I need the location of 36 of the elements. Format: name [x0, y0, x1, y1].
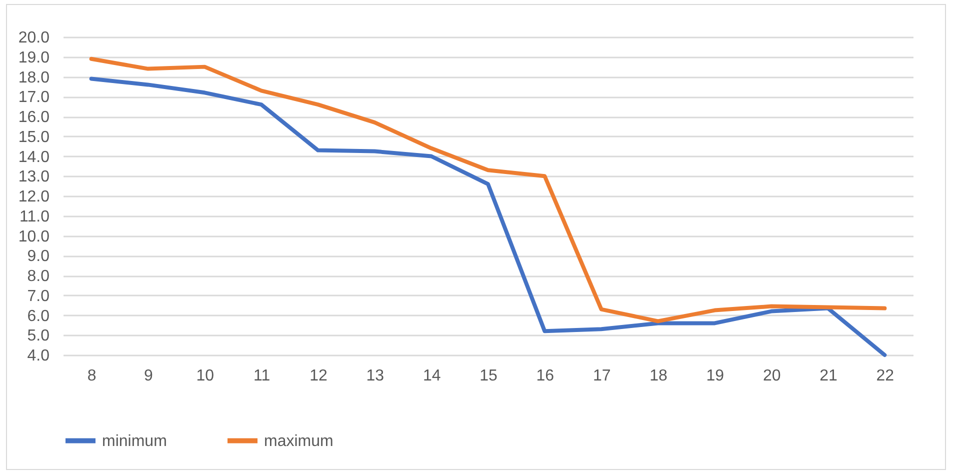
x-tick-label: 10 — [196, 368, 214, 384]
y-tick-label: 4.0 — [27, 348, 50, 364]
x-tick-label: 14 — [422, 368, 441, 384]
legend-label: maximum — [264, 432, 334, 450]
x-tick-label: 20 — [762, 368, 781, 384]
x-tick-label: 15 — [480, 368, 498, 384]
y-tick-label: 19.0 — [18, 49, 50, 66]
y-tick-label: 15.0 — [18, 128, 50, 146]
y-tick-label: 7.0 — [27, 288, 50, 305]
x-tick-label: 18 — [650, 368, 668, 384]
y-tick-label: 18.0 — [18, 69, 50, 86]
y-tick-label: 11.0 — [20, 208, 50, 226]
x-tick-label: 8 — [87, 368, 96, 384]
x-tick-label: 19 — [706, 368, 724, 384]
y-tick-label: 9.0 — [27, 248, 50, 266]
legend-label: minimum — [102, 432, 167, 450]
x-tick-label: 22 — [876, 368, 894, 384]
y-tick-label: 20.0 — [18, 30, 50, 46]
x-tick-label: 9 — [144, 368, 154, 384]
x-tick-label: 13 — [366, 368, 384, 384]
x-tick-label: 12 — [310, 368, 328, 384]
y-tick-label: 17.0 — [18, 89, 50, 106]
y-tick-label: 12.0 — [18, 188, 50, 206]
y-tick-label: 8.0 — [27, 268, 50, 285]
y-tick-label: 6.0 — [27, 308, 50, 325]
x-tick-label: 16 — [536, 368, 554, 384]
y-tick-label: 13.0 — [18, 168, 50, 186]
x-tick-label: 11 — [254, 368, 270, 384]
y-tick-label: 16.0 — [18, 109, 50, 126]
line-series — [89, 56, 887, 324]
y-tick-label: 10.0 — [18, 228, 50, 246]
x-tick-label: 17 — [592, 368, 611, 384]
line-series — [89, 76, 887, 357]
y-tick-label: 5.0 — [27, 328, 50, 345]
y-tick-label: 14.0 — [18, 148, 50, 166]
x-tick-label: 21 — [820, 368, 838, 384]
